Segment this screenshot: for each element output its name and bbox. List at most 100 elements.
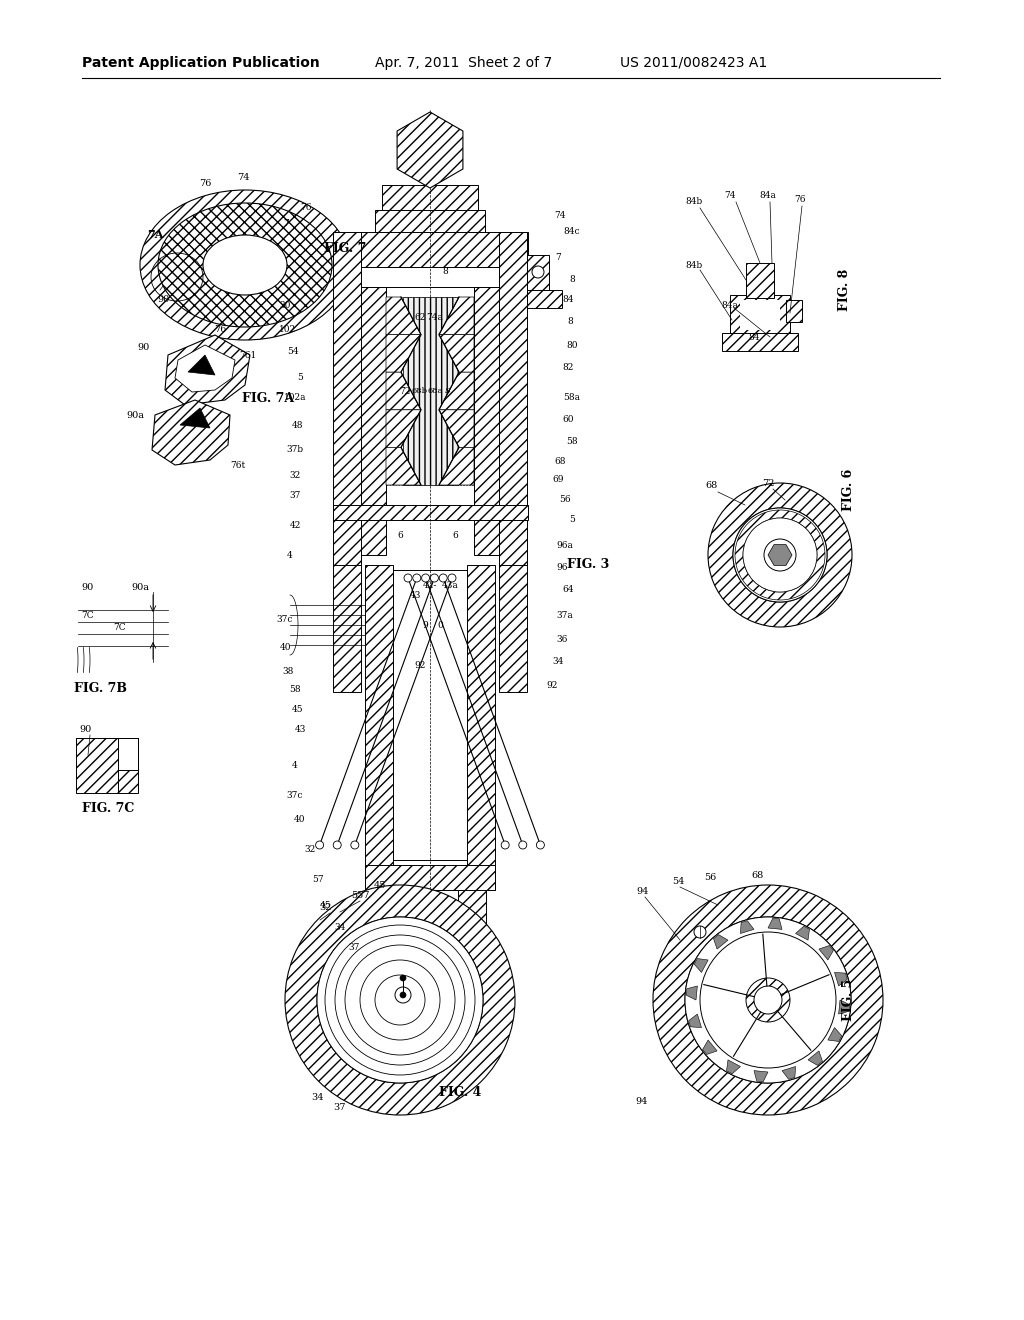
Bar (722, 333, 798, 351)
Text: 37a: 37a (557, 610, 573, 619)
Text: 58: 58 (566, 437, 578, 446)
Polygon shape (397, 112, 463, 187)
Polygon shape (740, 920, 754, 933)
Bar (361, 520, 386, 554)
Text: 68b: 68b (412, 387, 428, 395)
Circle shape (413, 574, 421, 582)
Polygon shape (727, 1060, 740, 1073)
Circle shape (700, 932, 836, 1068)
Text: 74: 74 (237, 173, 249, 182)
Polygon shape (827, 1027, 842, 1041)
Text: 74a: 74a (427, 313, 443, 322)
Circle shape (532, 267, 544, 279)
Text: 32: 32 (318, 903, 331, 912)
Polygon shape (386, 297, 421, 334)
Text: 40: 40 (294, 816, 306, 825)
Text: 40: 40 (280, 644, 291, 652)
Text: 4: 4 (292, 760, 298, 770)
Text: 57: 57 (312, 875, 324, 884)
Bar (403, 890, 458, 975)
Polygon shape (835, 973, 847, 986)
Text: 5: 5 (297, 374, 303, 383)
Polygon shape (686, 986, 697, 1001)
Circle shape (422, 574, 430, 582)
Text: FIG. 8: FIG. 8 (839, 269, 852, 312)
Text: 96: 96 (556, 564, 567, 573)
Text: 5: 5 (569, 516, 574, 524)
Text: 32: 32 (290, 470, 301, 479)
Text: 92: 92 (415, 660, 426, 669)
Bar (458, 890, 486, 975)
Circle shape (754, 986, 782, 1014)
Text: 34: 34 (334, 924, 346, 932)
Circle shape (315, 841, 324, 849)
Text: 34: 34 (552, 657, 563, 667)
Circle shape (333, 841, 341, 849)
Circle shape (439, 574, 447, 582)
Polygon shape (165, 335, 250, 405)
Text: 7C: 7C (114, 623, 126, 632)
Text: 4: 4 (287, 550, 293, 560)
Polygon shape (386, 334, 421, 372)
Text: 64: 64 (562, 586, 573, 594)
Bar (786, 300, 802, 322)
Bar (746, 263, 774, 298)
Text: 34: 34 (311, 1093, 325, 1102)
Text: 42-: 42- (423, 581, 437, 590)
Text: 90a: 90a (131, 583, 150, 593)
Polygon shape (694, 958, 709, 973)
Bar (393, 570, 467, 861)
Bar (527, 255, 549, 290)
Text: 68: 68 (706, 482, 718, 491)
Bar (499, 232, 527, 692)
Polygon shape (839, 1001, 850, 1014)
Polygon shape (808, 1051, 822, 1065)
Polygon shape (439, 447, 474, 484)
Text: 84a: 84a (760, 191, 776, 201)
Circle shape (733, 508, 827, 602)
Text: 37: 37 (290, 491, 301, 499)
Text: 30: 30 (280, 301, 291, 309)
Circle shape (351, 841, 358, 849)
Text: 76t: 76t (230, 461, 246, 470)
Bar (474, 520, 499, 554)
Text: 7A: 7A (146, 230, 163, 240)
Polygon shape (180, 408, 210, 428)
Bar (333, 232, 361, 692)
Bar (365, 865, 495, 890)
Polygon shape (152, 400, 230, 465)
Text: 76: 76 (199, 178, 211, 187)
Text: 45: 45 (292, 705, 304, 714)
Bar (375, 890, 403, 975)
Text: 6: 6 (397, 531, 402, 540)
Text: 68: 68 (554, 458, 565, 466)
Polygon shape (768, 545, 792, 565)
Text: 37c: 37c (287, 791, 303, 800)
Text: FIG. 4: FIG. 4 (439, 1085, 481, 1098)
Bar (382, 185, 478, 210)
Bar (403, 297, 458, 484)
Text: 7C: 7C (82, 611, 94, 620)
Circle shape (375, 975, 425, 1026)
Bar (360, 954, 501, 975)
Bar (730, 294, 790, 341)
Polygon shape (188, 355, 215, 375)
Text: 36: 36 (556, 635, 567, 644)
Text: 68: 68 (752, 871, 764, 880)
Text: 94: 94 (637, 887, 649, 896)
Circle shape (501, 841, 509, 849)
Text: 60: 60 (562, 416, 573, 425)
Bar (499, 520, 527, 565)
Text: 56: 56 (703, 874, 716, 883)
Text: 76: 76 (300, 203, 311, 213)
Bar (333, 232, 528, 267)
Text: 58a: 58a (563, 393, 581, 403)
Text: 43: 43 (410, 590, 421, 599)
Circle shape (404, 574, 412, 582)
Text: 43a: 43a (441, 581, 459, 590)
Text: FIG. 7A: FIG. 7A (242, 392, 294, 404)
Text: 68a: 68a (427, 387, 442, 395)
Circle shape (430, 574, 438, 582)
Polygon shape (689, 1014, 701, 1027)
Text: US 2011/0082423 A1: US 2011/0082423 A1 (620, 55, 767, 70)
